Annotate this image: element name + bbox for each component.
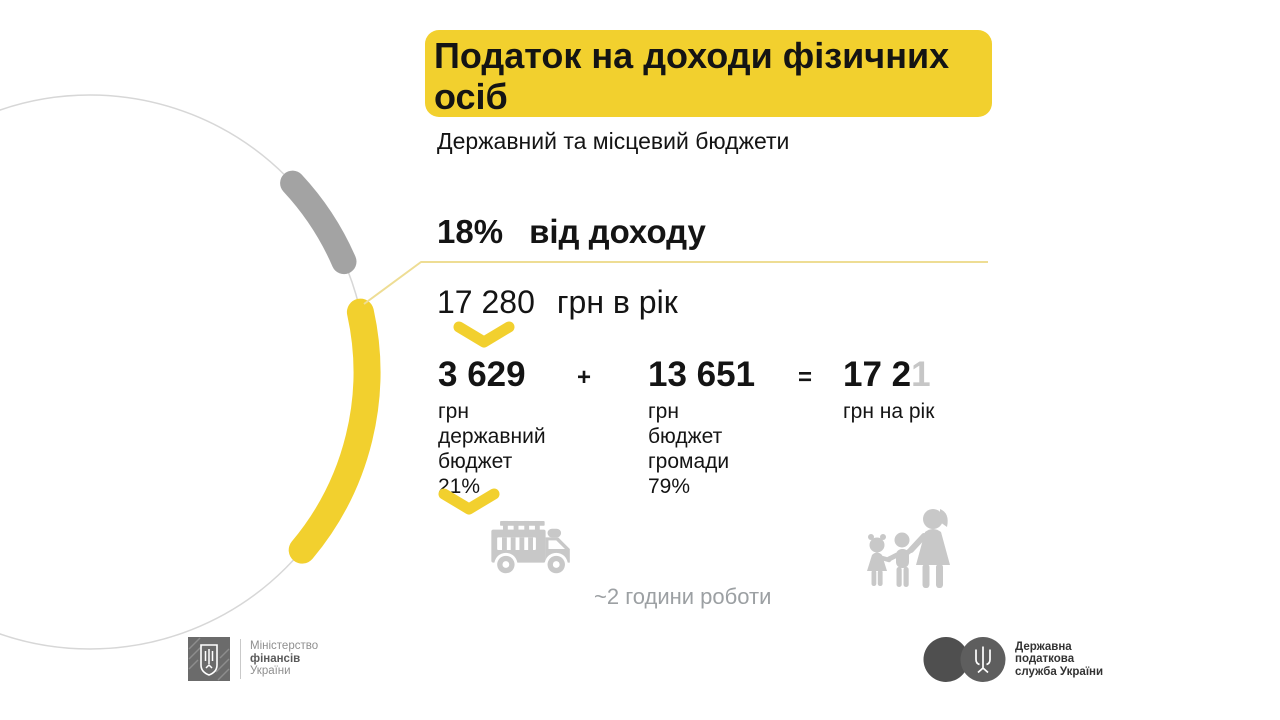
work-hours-note: ~2 години роботи bbox=[594, 584, 772, 609]
logo-divider bbox=[240, 639, 241, 679]
state-budget-label1: державний bbox=[438, 425, 546, 448]
tax-service-logo-block: Державна податкова служба України bbox=[923, 636, 1103, 683]
community-budget-column: 13 651 грн бюджет громади 79% bbox=[648, 355, 755, 499]
plus-sign: + bbox=[577, 364, 592, 391]
tax-service-logo-text: Державна податкова служба України bbox=[1015, 641, 1103, 679]
total-value-pending-digit: 1 bbox=[911, 355, 931, 394]
total-column: 17 21 грн на рік bbox=[843, 355, 934, 424]
total-unit: грн на рік bbox=[843, 400, 935, 423]
minfin-trident-emblem-icon bbox=[188, 637, 230, 681]
tax-rate-line: 18% від доходу bbox=[437, 213, 706, 251]
chevron-down-icon bbox=[438, 488, 500, 515]
community-budget-share: 79% bbox=[648, 475, 691, 498]
tax-service-line2: податкова bbox=[1015, 653, 1075, 666]
equals-sign: = bbox=[798, 364, 813, 391]
state-budget-unit: грн bbox=[438, 400, 469, 423]
minfin-line1: Міністерство bbox=[250, 640, 319, 653]
state-budget-column: 3 629 грн державний бюджет 21% bbox=[438, 355, 546, 499]
minfin-logo-text: Міністерство фінансів України bbox=[250, 640, 318, 678]
minfin-line3: України bbox=[250, 665, 291, 678]
gray-arc-segment bbox=[280, 170, 357, 275]
total-value: 17 2 bbox=[843, 355, 912, 394]
title-banner: Податок на доходи фізичних осіб bbox=[425, 30, 992, 117]
state-budget-label2: бюджет bbox=[438, 450, 513, 473]
community-budget-label1: бюджет bbox=[648, 425, 723, 448]
tax-rate-percent: 18% bbox=[437, 213, 504, 250]
tax-service-line1: Державна bbox=[1015, 640, 1072, 653]
annual-unit: грн в рік bbox=[556, 284, 678, 320]
page-title: Податок на доходи фізичних осіб bbox=[434, 35, 950, 117]
annual-amount: 17 280 bbox=[437, 284, 535, 320]
family-icon bbox=[867, 509, 950, 588]
chevron-down-icon bbox=[453, 321, 515, 348]
state-budget-value: 3 629 bbox=[438, 355, 526, 394]
circle-outline bbox=[0, 94, 368, 650]
yellow-arc-segment bbox=[288, 298, 381, 564]
tax-service-trident-emblem-icon bbox=[923, 637, 1006, 682]
community-budget-unit: грн bbox=[648, 400, 679, 423]
minfin-logo-block: Міністерство фінансів України bbox=[188, 637, 318, 681]
tax-service-line3: служба України bbox=[1015, 665, 1104, 678]
subtitle: Державний та місцевий бюджети bbox=[437, 128, 790, 154]
fire-truck-icon bbox=[491, 520, 570, 577]
tax-rate-label: від доходу bbox=[529, 213, 706, 250]
annual-amount-line: 17 280 грн в рік bbox=[437, 284, 678, 321]
minfin-line2: фінансів bbox=[250, 652, 301, 665]
community-budget-value: 13 651 bbox=[648, 355, 756, 394]
community-budget-label2: громади bbox=[648, 450, 730, 473]
